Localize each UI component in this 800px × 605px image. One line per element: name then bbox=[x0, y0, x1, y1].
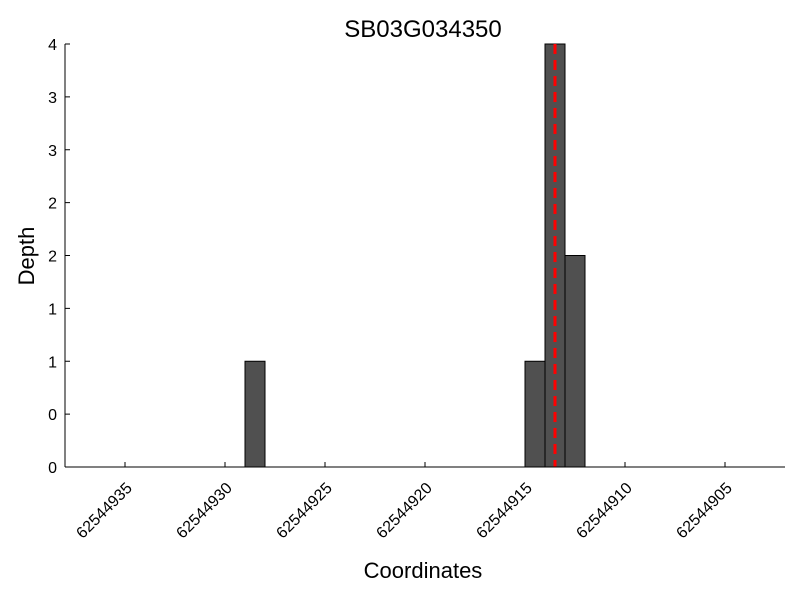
x-axis-label: Coordinates bbox=[364, 558, 483, 583]
y-tick-label: 2 bbox=[48, 196, 57, 213]
x-tick-label: 62544905 bbox=[673, 480, 735, 542]
y-tick-label: 4 bbox=[48, 37, 57, 54]
x-tick-label: 62544930 bbox=[173, 480, 235, 542]
y-tick-label: 0 bbox=[48, 460, 57, 477]
x-tick-label: 62544920 bbox=[373, 480, 435, 542]
bar bbox=[524, 360, 546, 468]
y-tick-label: 2 bbox=[48, 249, 57, 266]
chart-title: SB03G034350 bbox=[344, 16, 501, 43]
y-tick-label: 0 bbox=[48, 407, 57, 424]
y-tick-label: 3 bbox=[48, 143, 57, 160]
bar bbox=[564, 255, 586, 468]
y-tick-label: 1 bbox=[48, 301, 57, 318]
x-tick-label: 62544925 bbox=[273, 480, 335, 542]
x-tick-label: 62544910 bbox=[573, 480, 635, 542]
x-tick-label: 62544935 bbox=[73, 480, 135, 542]
y-tick-label: 1 bbox=[48, 354, 57, 371]
y-tick-label: 3 bbox=[48, 90, 57, 107]
x-tick-label: 62544915 bbox=[473, 480, 535, 542]
y-axis-label: Depth bbox=[14, 227, 39, 286]
bar bbox=[244, 360, 266, 468]
